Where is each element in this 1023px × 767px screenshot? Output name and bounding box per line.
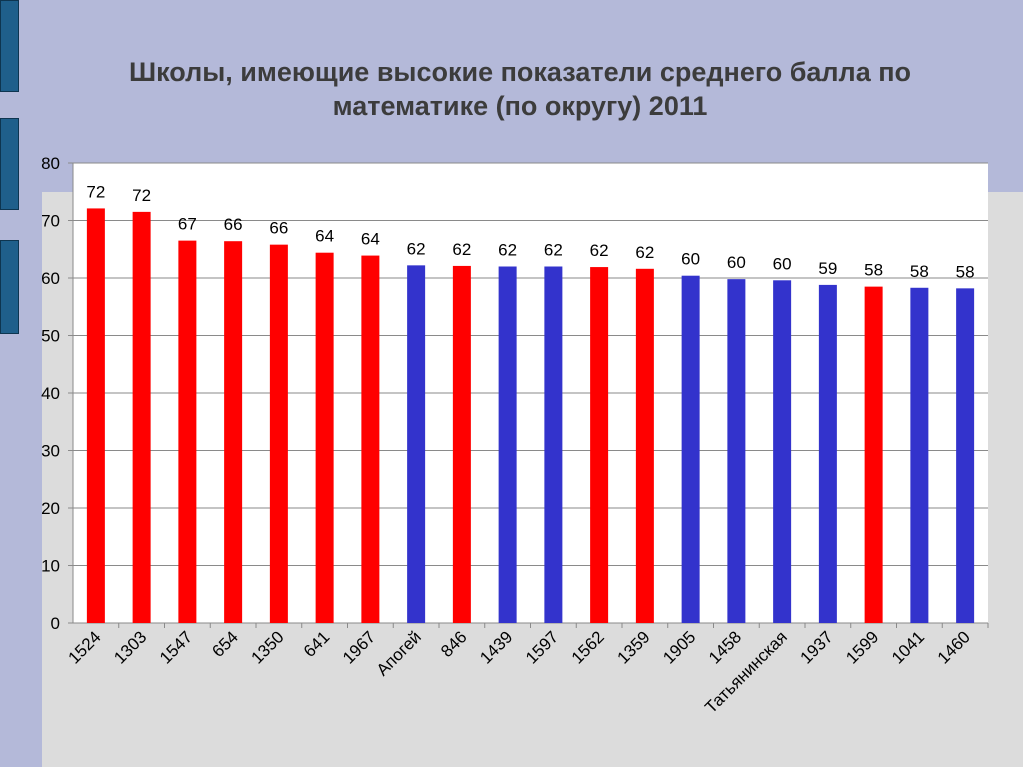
bar <box>773 280 792 623</box>
bar <box>818 284 837 623</box>
category-label: 1524 <box>65 627 105 667</box>
bar <box>590 267 609 623</box>
y-tick-label: 0 <box>51 614 60 633</box>
category-label: 641 <box>300 627 333 660</box>
category-label: 1967 <box>339 627 379 667</box>
bar <box>407 265 426 623</box>
data-label: 62 <box>452 240 471 259</box>
data-label: 66 <box>224 215 243 234</box>
bar <box>269 244 288 623</box>
bar <box>86 208 105 624</box>
data-label: 72 <box>132 186 151 205</box>
data-label: 66 <box>269 219 288 238</box>
y-tick-label: 60 <box>41 269 60 288</box>
category-label: 1458 <box>705 627 745 667</box>
data-label: 58 <box>910 262 929 281</box>
category-label: 654 <box>208 627 241 660</box>
category-label: 1597 <box>522 627 562 667</box>
category-label: 1905 <box>659 627 699 667</box>
data-label: 72 <box>86 182 105 201</box>
y-tick-label: 50 <box>41 327 60 346</box>
bar <box>224 241 243 623</box>
category-label: 1562 <box>568 627 608 667</box>
bar <box>681 275 700 623</box>
y-tick-label: 30 <box>41 442 60 461</box>
y-tick-label: 70 <box>41 212 60 231</box>
data-label: 67 <box>178 215 197 234</box>
data-label: 64 <box>315 227 334 246</box>
y-tick-label: 80 <box>41 154 60 173</box>
category-label: 1439 <box>476 627 516 667</box>
data-label: 58 <box>956 262 975 281</box>
bar <box>635 268 654 623</box>
category-label: 1359 <box>614 627 654 667</box>
data-label: 62 <box>544 241 563 260</box>
left-accent-block-2 <box>0 118 19 210</box>
data-label: 60 <box>727 253 746 272</box>
y-tick-label: 40 <box>41 384 60 403</box>
data-label: 64 <box>361 230 380 249</box>
data-label: 62 <box>635 243 654 262</box>
category-label: 1547 <box>156 627 196 667</box>
left-accent-block-1 <box>0 0 19 92</box>
category-label: 846 <box>437 627 470 660</box>
y-tick-label: 10 <box>41 557 60 576</box>
data-label: 60 <box>773 254 792 273</box>
data-label: 58 <box>864 261 883 280</box>
left-accent-block-3 <box>0 240 19 334</box>
category-label: 1041 <box>888 627 928 667</box>
category-label: 1599 <box>842 627 882 667</box>
data-label: 62 <box>590 241 609 260</box>
bar <box>544 266 563 623</box>
data-label: 62 <box>407 239 426 258</box>
category-label: Татьянинская <box>701 627 791 717</box>
category-label: 1460 <box>934 627 974 667</box>
bar <box>864 286 883 623</box>
chart-title: Школы, имеющие высокие показатели средне… <box>128 57 912 121</box>
data-label: 62 <box>498 241 517 260</box>
bar <box>498 266 517 623</box>
bar <box>956 288 975 623</box>
bar <box>361 255 380 623</box>
data-label: 60 <box>681 250 700 269</box>
category-label: 1303 <box>110 627 150 667</box>
category-label: 1937 <box>797 627 837 667</box>
bar <box>727 279 746 623</box>
bar <box>910 287 929 623</box>
bar <box>132 211 151 623</box>
bar <box>315 252 334 623</box>
bar <box>452 265 471 623</box>
y-tick-label: 20 <box>41 499 60 518</box>
bar <box>178 240 197 623</box>
data-label: 59 <box>818 259 837 278</box>
category-label: 1350 <box>248 627 288 667</box>
category-label: Апогей <box>373 627 425 679</box>
